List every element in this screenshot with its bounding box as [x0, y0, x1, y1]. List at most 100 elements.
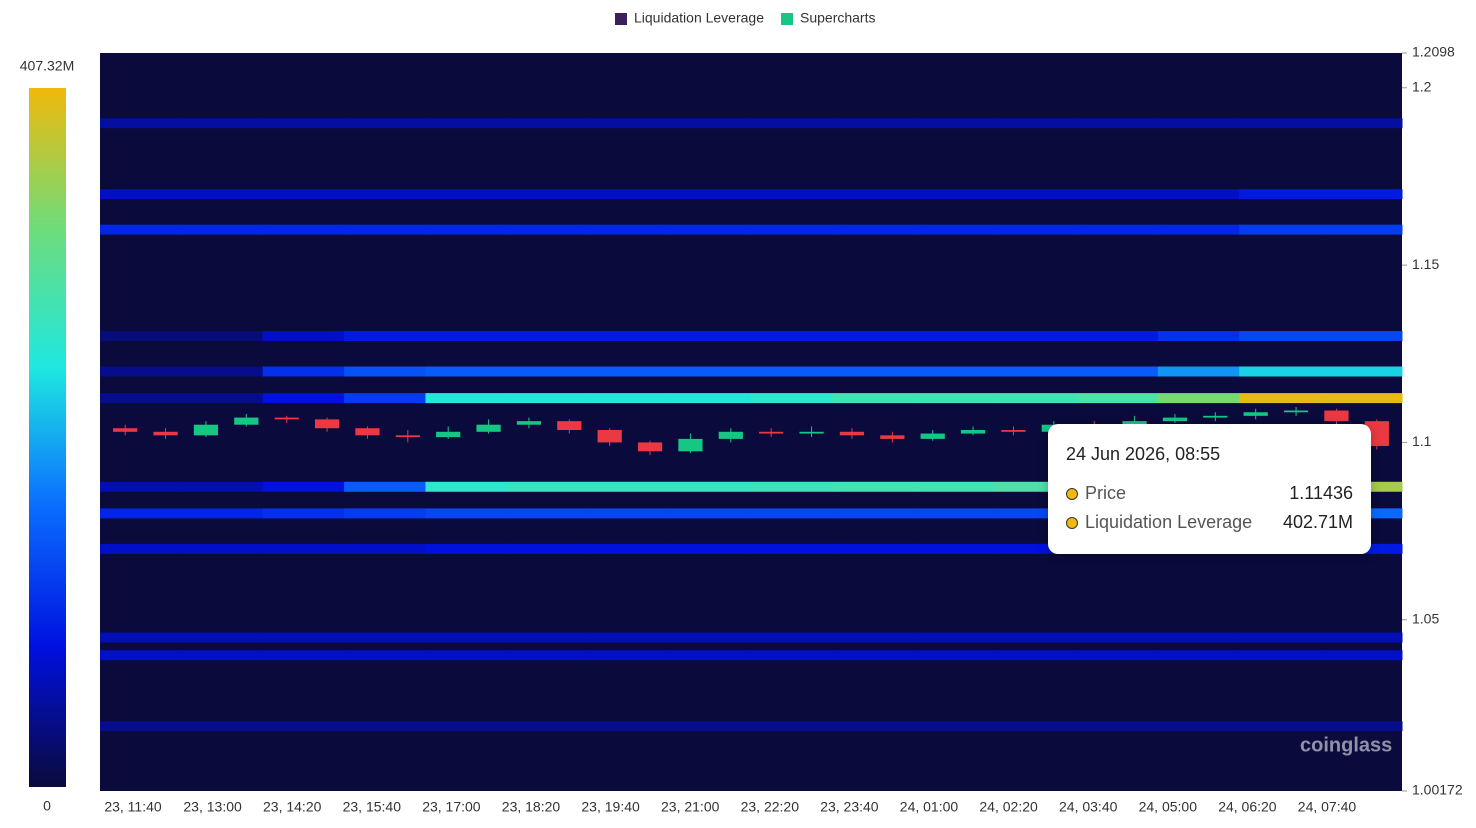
heat-cell — [506, 650, 589, 661]
heat-cell — [995, 508, 1077, 519]
candle-body — [1243, 412, 1268, 416]
heat-cell — [1239, 393, 1322, 404]
x-tick-label: 24, 05:00 — [1139, 799, 1198, 815]
x-tick-label: 24, 01:00 — [900, 799, 959, 815]
candle-body — [355, 428, 380, 436]
heat-cell — [913, 543, 996, 554]
candle-body — [759, 431, 784, 434]
heat-cell — [1320, 366, 1403, 377]
heat-cell — [425, 481, 508, 492]
heat-cell — [1320, 118, 1403, 129]
heat-cell — [1320, 393, 1403, 404]
x-tick-label: 23, 14:20 — [263, 799, 322, 815]
heat-cell — [1239, 189, 1322, 200]
y-tick-label: 1.2098 — [1412, 44, 1455, 60]
legend-label: Liquidation Leverage — [634, 10, 764, 26]
heat-cell — [181, 366, 264, 377]
heat-cell — [344, 721, 426, 732]
x-tick-label: 23, 22:20 — [741, 799, 800, 815]
candle-body — [314, 419, 340, 429]
heat-cell — [751, 393, 833, 404]
heat-cell — [1320, 331, 1403, 342]
heat-cell — [1076, 632, 1159, 643]
heat-cell — [425, 632, 508, 643]
heat-cell — [913, 331, 996, 342]
candle-body — [1162, 417, 1188, 422]
heat-cell — [425, 650, 508, 661]
heat-cell — [506, 118, 589, 129]
heat-cell — [1157, 366, 1240, 377]
candle-body — [274, 417, 299, 420]
heat-cell — [262, 632, 345, 643]
heat-cell — [1076, 224, 1159, 235]
heat-cell — [588, 331, 671, 342]
x-tick-label: 24, 07:40 — [1298, 799, 1357, 815]
heat-cell — [588, 481, 671, 492]
candle-body — [1324, 410, 1349, 422]
heat-cell — [262, 508, 345, 519]
watermark: coinglass — [1300, 734, 1392, 756]
legend-swatch — [615, 13, 627, 25]
heat-cell — [344, 508, 426, 519]
heat-cell — [588, 393, 671, 404]
candle-body — [597, 430, 622, 443]
heat-cell — [181, 224, 264, 235]
y-tick-label: 1.2 — [1412, 78, 1432, 94]
x-tick-label: 23, 17:00 — [422, 799, 481, 815]
heat-cell — [669, 721, 752, 732]
tooltip-name: Price — [1085, 483, 1127, 503]
heat-cell — [1157, 393, 1240, 404]
heat-cell — [425, 189, 508, 200]
heat-cell — [832, 721, 915, 732]
heat-cell — [425, 721, 508, 732]
heat-cell — [181, 331, 264, 342]
heat-cell — [1320, 189, 1403, 200]
heat-cell — [1076, 393, 1159, 404]
heat-cell — [1076, 331, 1159, 342]
heat-cell — [669, 366, 752, 377]
candle-body — [1203, 415, 1228, 418]
heat-cell — [913, 118, 996, 129]
heat-cell — [832, 118, 915, 129]
heat-cell — [181, 393, 264, 404]
heat-cell — [832, 543, 915, 554]
heat-cell — [751, 721, 833, 732]
candle-body — [113, 428, 138, 432]
heat-cell — [832, 508, 915, 519]
heat-cell — [425, 393, 508, 404]
heat-cell — [588, 118, 671, 129]
heat-cell — [425, 366, 508, 377]
heat-cell — [1157, 650, 1240, 661]
heat-cell — [832, 393, 915, 404]
heat-cell — [913, 650, 996, 661]
heat-cell — [751, 366, 833, 377]
heat-cell — [995, 224, 1077, 235]
heat-cell — [181, 650, 264, 661]
heat-cell — [832, 189, 915, 200]
candle-body — [1001, 430, 1026, 432]
y-tick-label: 1.1 — [1412, 433, 1432, 449]
heat-cell — [181, 632, 264, 643]
tooltip-value: 1.11436 — [1289, 483, 1353, 503]
heat-cell — [344, 393, 426, 404]
heat-cell — [181, 543, 264, 554]
heat-cell — [751, 481, 833, 492]
heat-cell — [913, 632, 996, 643]
heat-cell — [344, 331, 426, 342]
candle-body — [1283, 410, 1309, 413]
heat-cell — [1076, 721, 1159, 732]
heat-cell — [1076, 366, 1159, 377]
heat-cell — [913, 366, 996, 377]
heat-cell — [100, 543, 182, 554]
heat-cell — [344, 224, 426, 235]
heat-cell — [751, 543, 833, 554]
heat-cell — [262, 224, 345, 235]
heat-cell — [506, 721, 589, 732]
plot-background — [100, 53, 1402, 791]
x-tick-label: 23, 19:40 — [581, 799, 640, 815]
heat-cell — [262, 481, 345, 492]
y-tick-label: 1.05 — [1412, 610, 1439, 626]
heat-cell — [506, 366, 589, 377]
heat-cell — [425, 543, 508, 554]
